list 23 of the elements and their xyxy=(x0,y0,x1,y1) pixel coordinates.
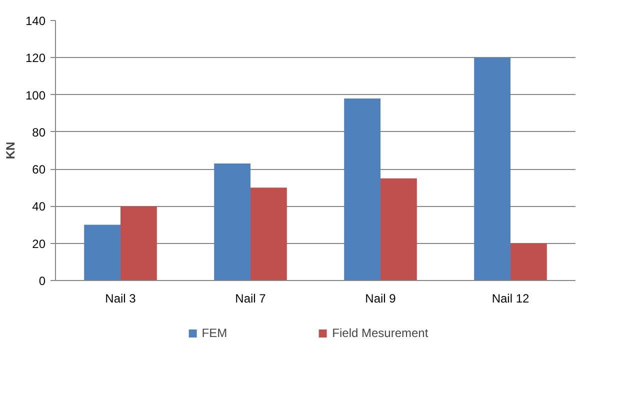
legend-label: FEM xyxy=(202,326,228,340)
y-tick-label: 40 xyxy=(32,200,46,214)
bar xyxy=(510,243,547,280)
x-tick-label: Nail 7 xyxy=(235,292,266,306)
bar xyxy=(474,58,510,280)
y-tick-label: 60 xyxy=(32,162,46,177)
x-tick-label: Nail 3 xyxy=(105,292,136,306)
bar xyxy=(344,98,380,280)
y-tick-label: 20 xyxy=(32,236,46,251)
y-tick-label: 120 xyxy=(25,51,46,66)
bar xyxy=(120,206,157,280)
legend-label: Field Mesurement xyxy=(332,326,428,340)
y-axis-title: KN xyxy=(3,142,18,160)
y-tick-label: 100 xyxy=(25,88,46,102)
bar xyxy=(214,164,250,280)
bar xyxy=(84,224,120,280)
y-tick-label: 140 xyxy=(25,14,46,28)
y-tick-label: 80 xyxy=(32,125,46,140)
bar xyxy=(250,188,287,280)
y-tick-label: 0 xyxy=(38,274,46,288)
x-tick-label: Nail 9 xyxy=(365,292,396,306)
x-tick-label: Nail 12 xyxy=(492,292,530,306)
bar xyxy=(380,178,417,280)
